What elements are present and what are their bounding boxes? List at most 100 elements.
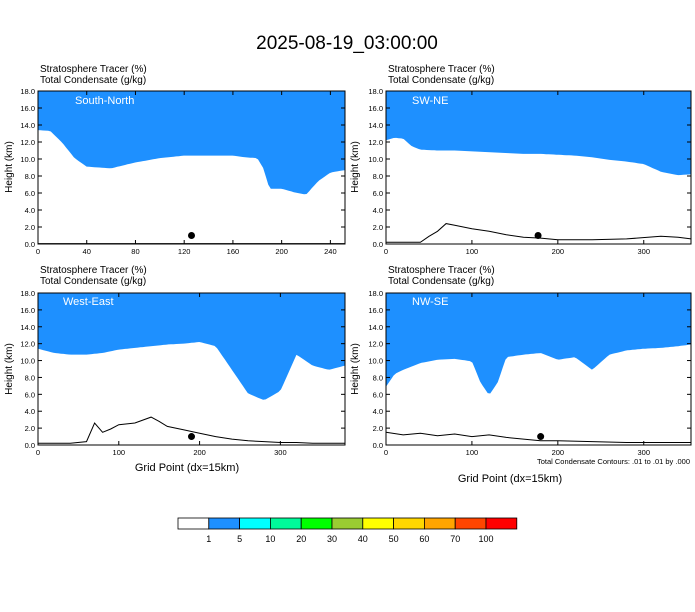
panel-4-ytick-label: 18.0 (368, 289, 383, 298)
colorbar-swatch (177, 517, 210, 530)
panel-4-terrain-line (385, 431, 691, 443)
panel-2-frame (385, 90, 692, 245)
panel-1-ytick-label: 6.0 (25, 189, 35, 198)
panel-1-plot: 0.0 2.0 4.0 6.0 8.0 10.0 12.0 14.0 16.0 18.0 0 40 80… (20, 87, 346, 256)
colorbar-label: 40 (358, 534, 368, 544)
colorbar-swatch (485, 517, 518, 530)
panel-1-location-marker (188, 232, 195, 239)
panel-4-ytick-label: 10.0 (368, 357, 383, 366)
panel-4-header-line2: Total Condensate (g/kg) (388, 276, 494, 287)
panel-3-band-10 (38, 293, 345, 400)
panel-4-ytick-label: 2.0 (373, 424, 383, 433)
panel-4-ytick-label: 6.0 (373, 390, 383, 399)
panel-1-ytick-label: 4.0 (25, 206, 35, 215)
panel-1-label: South-North (75, 95, 134, 107)
panel-2-ytick-label: 10.0 (368, 155, 383, 164)
contour-note: Total Condensate Contours: .01 to .01 by… (537, 457, 690, 466)
panel-2-ytick-label: 18.0 (368, 87, 383, 96)
panel-1-xtick-label: 200 (275, 247, 288, 256)
panel-3-header-line1: Stratosphere Tracer (%) (40, 265, 147, 276)
panel-1-ytick-label: 8.0 (25, 172, 35, 181)
xaxis-title-left: Grid Point (dx=15km) (135, 462, 239, 474)
panel-4-label: NW-SE (412, 296, 448, 308)
panel-west-east: Stratosphere Tracer (%) Total Condensate… (4, 265, 346, 457)
panel-2-plot: 0.0 2.0 4.0 6.0 8.0 10.0 12.0 14.0 16.0 18.0 0 100 2… (368, 87, 692, 256)
panel-3-plot: 0.0 2.0 4.0 6.0 8.0 10.0 12.0 14.0 16.0 18.0 0 100 2… (20, 289, 346, 457)
panel-4-ytick-label: 16.0 (368, 306, 383, 315)
panel-4-ytick-label: 0.0 (373, 441, 383, 450)
colorbar-swatch (239, 517, 271, 530)
panel-3-location-marker (188, 433, 195, 441)
panel-3-frame (37, 292, 346, 446)
panel-2-ytick-label: 8.0 (373, 172, 383, 181)
panel-2-xtick-label: 100 (466, 247, 479, 256)
colorbar-label: 50 (389, 534, 399, 544)
panel-4-location-marker (537, 433, 545, 441)
panel-4-xtick-label: 200 (552, 448, 565, 457)
panel-3-label: West-East (63, 296, 114, 308)
panel-3-ytick-label: 10.0 (20, 357, 35, 366)
panel-4-band-10 (386, 293, 691, 394)
panel-2-ylabel: Height (km) (350, 141, 361, 193)
panel-3-ytick-label: 4.0 (25, 407, 35, 416)
colorbar-label: 1 (206, 534, 211, 544)
panel-2-ytick-label: 4.0 (373, 206, 383, 215)
panel-3-xtick-label: 100 (113, 448, 126, 457)
panel-4-frame (385, 292, 692, 446)
figure-title: 2025-08-19_03:00:00 (256, 33, 438, 54)
panel-3-xtick-label: 300 (274, 448, 287, 457)
panel-4-ytick-label: 14.0 (368, 323, 383, 332)
panel-1-xtick-label: 240 (324, 247, 337, 256)
panel-3-ytick-label: 6.0 (25, 390, 35, 399)
colorbar-label: 70 (450, 534, 460, 544)
panel-2-xtick-label: 300 (637, 247, 650, 256)
colorbar-label: 30 (327, 534, 337, 544)
panel-4-xtick-label: 0 (384, 448, 388, 457)
panel-1-xtick-label: 160 (227, 247, 240, 256)
colorbar-swatch (423, 517, 456, 530)
panel-2-band-10 (386, 91, 691, 176)
panel-1-xtick-label: 120 (178, 247, 191, 256)
panel-2-location-marker (534, 232, 542, 239)
panel-1-header-line1: Stratosphere Tracer (%) (40, 64, 147, 75)
panel-1-ylabel: Height (km) (4, 141, 15, 193)
panel-2-terrain-line (386, 223, 692, 243)
panel-2-xtick-label: 0 (384, 247, 388, 256)
panel-2-header-line1: Stratosphere Tracer (%) (388, 64, 495, 75)
panel-1-ytick-label: 14.0 (20, 121, 35, 130)
panel-4-ylabel: Height (km) (350, 343, 361, 395)
panel-2-ytick-label: 14.0 (368, 121, 383, 130)
panel-2-ytick-label: 2.0 (373, 223, 383, 232)
colorbar: 1 5 10 20 30 40 50 60 70 100 (177, 517, 518, 544)
xaxis-title-right: Grid Point (dx=15km) (458, 473, 562, 485)
colorbar-swatch (331, 517, 364, 530)
panel-2-ytick-label: 0.0 (373, 240, 383, 249)
colorbar-label: 20 (296, 534, 306, 544)
panel-1-ytick-label: 2.0 (25, 223, 35, 232)
panel-nw-se: Stratosphere Tracer (%) Total Condensate… (350, 265, 692, 457)
colorbar-label: 5 (237, 534, 242, 544)
panel-3-ytick-label: 18.0 (20, 289, 35, 298)
panel-1-ytick-label: 0.0 (25, 240, 35, 249)
colorbar-swatch (454, 517, 487, 530)
panel-3-ylabel: Height (km) (4, 343, 15, 395)
colorbar-label: 10 (265, 534, 275, 544)
panel-3-ytick-label: 14.0 (20, 323, 35, 332)
panel-2-header-line2: Total Condensate (g/kg) (388, 75, 494, 86)
panel-3-ytick-label: 16.0 (20, 306, 35, 315)
panel-2-label: SW-NE (412, 95, 448, 107)
panel-3-ytick-label: 8.0 (25, 373, 35, 382)
colorbar-swatch (362, 517, 394, 530)
panel-1-ytick-label: 12.0 (20, 138, 35, 147)
panel-3-ytick-label: 12.0 (20, 340, 35, 349)
panel-4-header-line1: Stratosphere Tracer (%) (388, 265, 495, 276)
panel-4-ytick-label: 4.0 (373, 407, 383, 416)
panel-4-xtick-label: 100 (466, 448, 479, 457)
panel-1-ytick-label: 18.0 (20, 87, 35, 96)
panel-4-ytick-label: 8.0 (373, 373, 383, 382)
panel-2-ytick-label: 12.0 (368, 138, 383, 147)
panel-1-xtick-label: 80 (131, 247, 139, 256)
panel-3-header-line2: Total Condensate (g/kg) (40, 276, 146, 287)
panel-3-ytick-label: 2.0 (25, 424, 35, 433)
